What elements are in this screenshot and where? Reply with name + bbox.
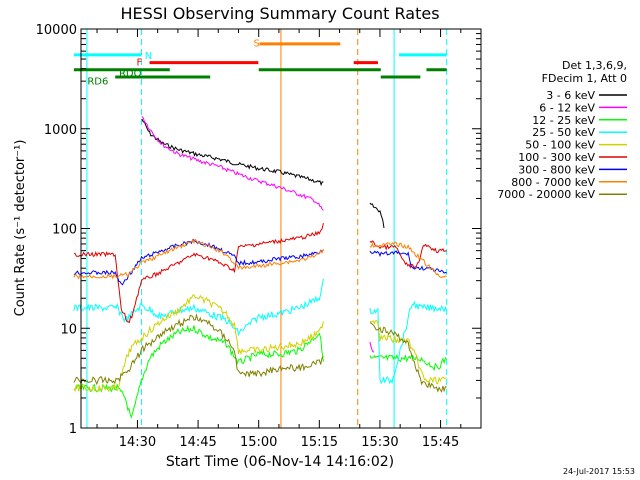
chart-title: HESSI Observing Summary Count Rates	[120, 4, 439, 23]
flag-label-rd6: RD6	[87, 76, 108, 87]
legend-label-4: 50 - 100 keV	[525, 139, 595, 152]
x-tick-label-5: 15:45	[422, 435, 459, 450]
y-tick-label-4: 10000	[36, 23, 77, 38]
date-stamp: 24-Jul-2017 15:53	[563, 467, 635, 476]
series-line-8	[73, 313, 447, 393]
y-axis: 1 10 100 1000 10000	[36, 23, 481, 437]
legend-label-2: 12 - 25 keV	[532, 114, 595, 127]
legend-label-5: 100 - 300 keV	[518, 151, 595, 164]
legend: Det 1,3,6,9, FDecim 1, Att 0 3 - 6 keV6 …	[497, 59, 627, 201]
x-tick-label-0: 14:30	[119, 435, 156, 450]
flag-n: N	[73, 51, 447, 62]
x-tick-label-1: 14:45	[179, 435, 216, 450]
y-tick-label-3: 1000	[44, 123, 77, 138]
y-tick-label-0: 1	[69, 422, 77, 437]
info-line-decimation: FDecim 1, Att 0	[542, 72, 627, 85]
legend-label-7: 800 - 7000 keV	[511, 176, 595, 189]
legend-label-8: 7000 - 20000 keV	[497, 188, 595, 201]
series-line-4	[73, 294, 447, 393]
series-line-0	[141, 118, 385, 229]
y-tick-label-1: 10	[60, 322, 77, 337]
flag-label-f: F	[137, 58, 143, 69]
x-tick-label-2: 15:00	[240, 435, 277, 450]
legend-label-0: 3 - 6 keV	[546, 89, 595, 102]
plot-area: NF S RDO RD6	[73, 29, 448, 428]
y-tick-label-2: 100	[52, 223, 77, 238]
series-line-6	[73, 238, 447, 286]
x-tick-label-4: 15:30	[361, 435, 398, 450]
legend-label-3: 25 - 50 keV	[532, 126, 595, 139]
flag-f: F	[137, 58, 378, 69]
flag-s: S	[254, 39, 341, 50]
series-line-1	[141, 116, 375, 353]
x-axis: 14:30 14:45 15:00 15:15 15:30 15:45	[96, 29, 482, 450]
legend-label-1: 6 - 12 keV	[539, 101, 595, 114]
flag-label-n: N	[145, 51, 152, 62]
series-line-3	[73, 278, 448, 385]
series-line-2	[73, 324, 447, 419]
series-line-5	[73, 222, 447, 324]
x-tick-label-3: 15:15	[301, 435, 338, 450]
y-axis-label: Count Rate (s⁻¹ detector⁻¹)	[13, 140, 28, 317]
x-axis-label: Start Time (06-Nov-14 14:16:02)	[166, 454, 394, 470]
legend-label-6: 300 - 800 keV	[518, 163, 595, 176]
flag-rdo: RDO	[73, 68, 447, 80]
flag-rd6: RD6	[87, 75, 421, 87]
flag-label-s: S	[254, 39, 260, 50]
flag-label-rdo: RDO	[119, 69, 142, 80]
info-line-detectors: Det 1,3,6,9,	[562, 59, 627, 72]
series-line-7	[73, 238, 447, 280]
